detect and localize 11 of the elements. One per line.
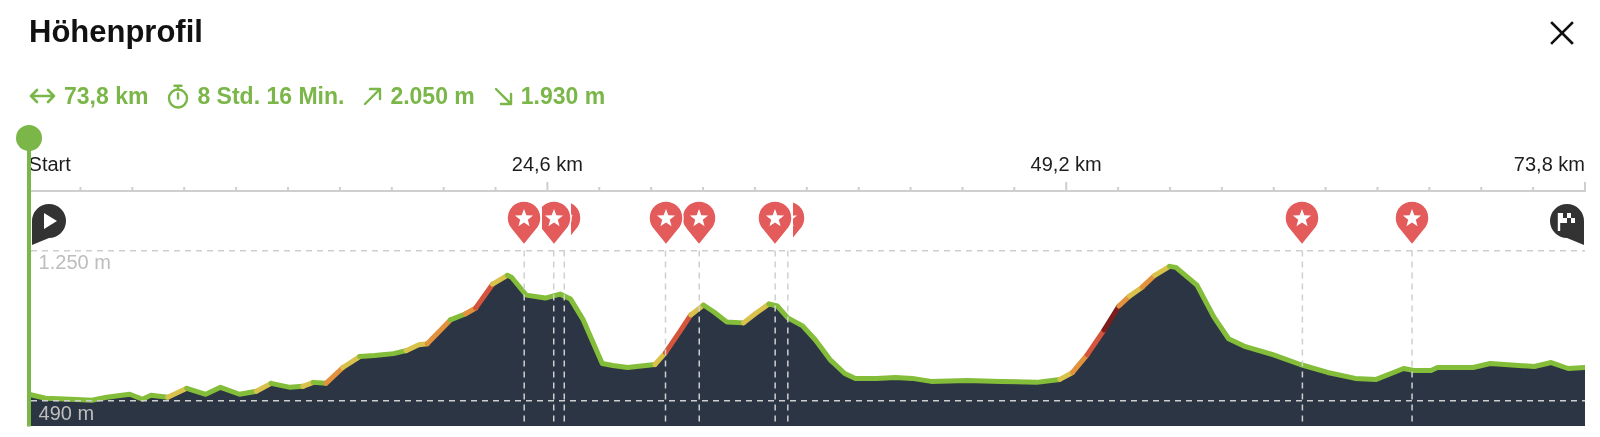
chart-title: Höhenprofil — [29, 14, 203, 50]
x-tick-label: 49,2 km — [1030, 152, 1102, 175]
text: 73,8 km — [64, 82, 149, 110]
y-tick-label: 490 m — [38, 401, 95, 424]
text: 1.930 m — [520, 82, 606, 110]
text: 8 Std. 16 Min. — [197, 82, 345, 110]
y-tick-label: 1.250 m — [38, 251, 111, 274]
x-tick-label: Start — [28, 152, 72, 175]
text: 2.050 m — [390, 82, 475, 110]
x-tick-label: 73,8 km — [1513, 152, 1585, 175]
x-tick-label: 24,6 km — [511, 152, 583, 175]
